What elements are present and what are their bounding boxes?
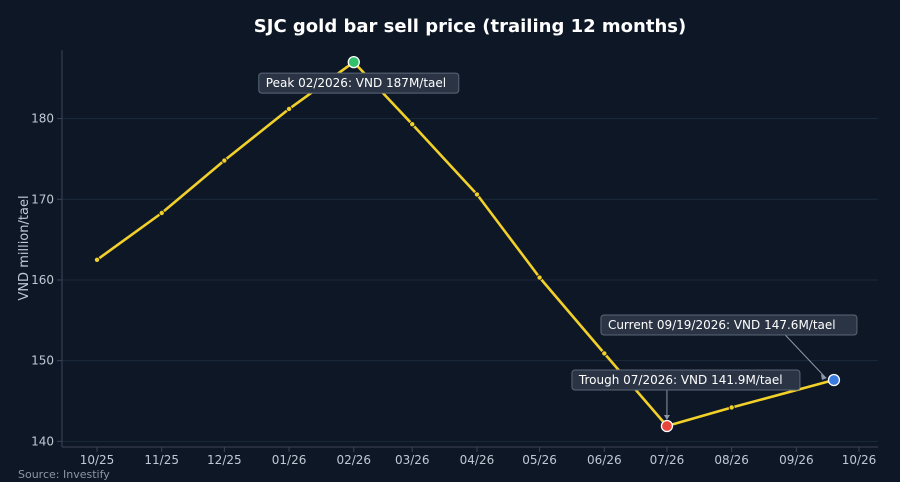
y-axis-title: VND million/tael	[17, 195, 32, 300]
source-note: Source: Investify	[18, 468, 110, 481]
chart-title: SJC gold bar sell price (trailing 12 mon…	[254, 16, 686, 37]
x-tick-label: 03/26	[395, 453, 430, 467]
data-point	[728, 404, 735, 411]
price-line	[96, 60, 835, 428]
x-tick-label: 08/26	[714, 453, 749, 467]
y-tick-label: 170	[31, 192, 54, 206]
annotation-box	[600, 314, 858, 336]
annotation-marker	[660, 419, 674, 433]
data-point	[409, 121, 416, 128]
axes	[57, 50, 878, 452]
y-tick-label: 160	[31, 273, 54, 287]
x-tick-label: 06/26	[587, 453, 622, 467]
data-point	[601, 350, 608, 357]
data-point	[158, 209, 165, 216]
data-point	[473, 191, 480, 198]
annotation-text: Peak 02/2026: VND 187M/tael	[266, 76, 446, 90]
x-tick-label: 02/26	[336, 453, 371, 467]
current-arrow	[784, 334, 827, 379]
arrow-head	[663, 415, 670, 421]
data-point	[94, 256, 101, 263]
annotation-text: Current 09/19/2026: VND 147.6M/tael	[608, 318, 836, 332]
x-tick-label: 11/25	[144, 453, 179, 467]
data-point	[286, 105, 293, 112]
x-tick-label: 09/26	[779, 453, 814, 467]
data-point	[221, 157, 228, 164]
x-tick-label: 10/25	[80, 453, 115, 467]
annotation-marker	[347, 55, 360, 69]
x-tick-label: 07/26	[650, 453, 685, 467]
x-tick-label: 05/26	[522, 453, 557, 467]
annotation-box	[571, 369, 801, 391]
x-tick-label: 01/26	[272, 453, 307, 467]
arrow-head	[820, 374, 827, 381]
x-tick-label: 04/26	[460, 453, 495, 467]
annotations-layer: Peak 02/2026: VND 187M/tael Trough 07/202…	[258, 55, 858, 433]
annotation-box	[258, 72, 460, 94]
x-tick-label: 12/25	[207, 453, 242, 467]
gridlines	[62, 118, 878, 442]
tick-labels: 140 150 160 170 180 10/25 11/25 12/25 01/26 02/26…	[31, 112, 876, 467]
series-layer	[94, 60, 835, 428]
y-tick-label: 150	[31, 354, 54, 368]
annotation-marker	[827, 373, 841, 387]
annotation-text: Trough 07/2026: VND 141.9M/tael	[578, 373, 783, 387]
data-point	[536, 274, 543, 281]
x-tick-label: 10/26	[842, 453, 877, 467]
y-tick-label: 180	[31, 112, 54, 126]
y-tick-label: 140	[31, 434, 54, 448]
